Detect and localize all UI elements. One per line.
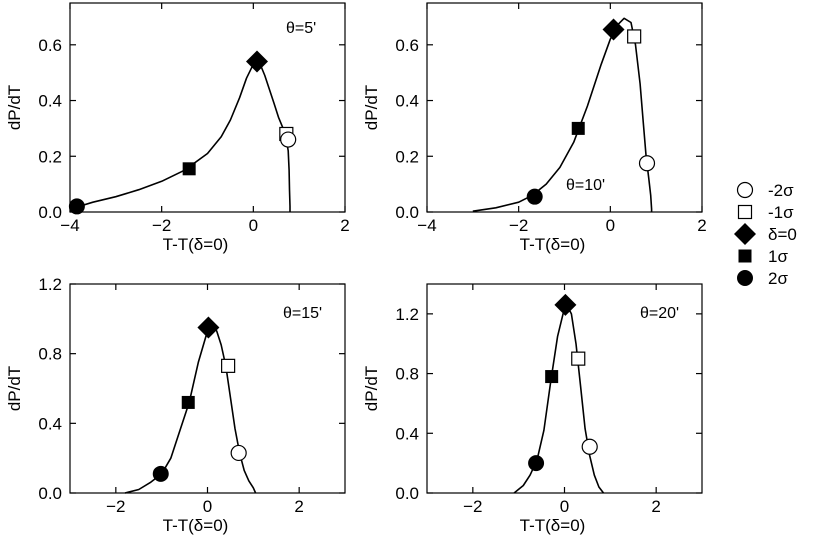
legend-marker-2σ: [737, 270, 753, 286]
x-tick-label: 2: [340, 216, 349, 235]
data-point--1σ: [571, 351, 586, 366]
y-tick-label: 0.6: [38, 36, 62, 55]
x-tick-label: −2: [152, 216, 171, 235]
x-tick-label: 0: [606, 216, 615, 235]
y-axis-title: dP/dT: [362, 85, 381, 130]
distribution-curve: [513, 304, 605, 494]
y-tick-label: 1.2: [38, 275, 62, 294]
x-axis-title: T-T(δ=0): [163, 235, 229, 254]
panel-theta-20: −2 0 2 0.0 0.4 0.8 1.2 T-T(δ=0) dP/dT θ=20': [362, 283, 703, 535]
y-tick-label: 0.4: [38, 92, 62, 111]
x-tick-label: 2: [697, 216, 706, 235]
legend-label: -2σ: [768, 181, 794, 200]
data-point-1σ: [545, 370, 559, 384]
data-point-2σ: [68, 198, 85, 215]
y-tick-label: 0.4: [395, 92, 419, 111]
x-axis-title: T-T(δ=0): [520, 235, 586, 254]
data-point--2σ: [230, 444, 247, 462]
x-tick-label: 0: [203, 497, 212, 516]
data-point--1σ: [221, 358, 236, 373]
legend: -2σ -1σ δ=0 1σ 2σ: [734, 181, 797, 288]
y-tick-label: 0.2: [395, 147, 419, 166]
legend-marker-1σ: [738, 249, 752, 263]
legend-label: δ=0: [768, 225, 797, 244]
panel-label: θ=5': [286, 20, 316, 37]
panel-theta-5: −4 −2 0 2 0.0 0.2 0.4 0.6 T-T(δ=0) dP/dT θ=5': [5, 2, 350, 254]
legend-marker--1σ: [737, 204, 753, 220]
data-point--2σ: [638, 155, 656, 172]
legend-marker--2σ: [736, 181, 754, 199]
x-tick-label: −2: [463, 497, 482, 516]
distribution-curve: [472, 17, 653, 212]
panel-label: θ=10': [566, 177, 605, 194]
panel-theta-10: −4 −2 0 2 0.0 0.2 0.4 0.6 T-T(δ=0) dP/dT θ=10': [362, 2, 707, 254]
data-point--2σ: [581, 438, 598, 455]
data-point-2σ: [528, 455, 545, 472]
y-axis-title: dP/dT: [362, 366, 381, 411]
x-tick-label: 2: [294, 497, 303, 516]
y-tick-label: 0.0: [38, 203, 62, 222]
y-tick-label: 0.8: [395, 365, 419, 384]
data-point-δ=0: [554, 293, 577, 316]
data-point-2σ: [526, 188, 543, 205]
data-point-2σ: [152, 465, 169, 482]
x-tick-label: 0: [560, 497, 569, 516]
y-tick-label: 0.4: [395, 424, 419, 443]
data-point--2σ: [280, 131, 297, 148]
data-point-1σ: [181, 395, 195, 409]
x-tick-label: −2: [106, 497, 125, 516]
y-tick-label: 0.6: [395, 36, 419, 55]
distribution-curve: [69, 60, 291, 212]
x-tick-label: 2: [651, 497, 660, 516]
y-tick-label: 0.0: [395, 203, 419, 222]
y-tick-label: 0.2: [38, 147, 62, 166]
y-tick-label: 0.4: [38, 414, 62, 433]
legend-label: 1σ: [768, 247, 788, 266]
plot-frame: [69, 2, 346, 213]
x-tick-label: 0: [249, 216, 258, 235]
data-point-δ=0: [197, 316, 220, 339]
legend-marker-δ=0: [734, 223, 756, 245]
panel-label: θ=20': [640, 305, 679, 322]
data-point-δ=0: [602, 18, 625, 41]
data-point--1σ: [627, 29, 642, 44]
y-tick-label: 0.0: [38, 484, 62, 503]
x-tick-label: −2: [509, 216, 528, 235]
data-point-1σ: [182, 162, 196, 176]
y-tick-label: 0.8: [38, 345, 62, 364]
panel-theta-15: −2 0 2 0.0 0.4 0.8 1.2 T-T(δ=0) dP/dT θ=15': [5, 275, 346, 535]
y-tick-label: 0.0: [395, 484, 419, 503]
x-tick-label: −4: [417, 216, 436, 235]
distribution-curve: [124, 324, 257, 494]
y-tick-label: 1.2: [395, 305, 419, 324]
legend-label: 2σ: [768, 269, 788, 288]
x-axis-title: T-T(δ=0): [163, 516, 229, 535]
x-tick-label: −4: [60, 216, 79, 235]
y-axis-title: dP/dT: [5, 85, 24, 130]
data-point-δ=0: [246, 50, 268, 73]
plot-frame: [426, 2, 703, 213]
legend-label: -1σ: [768, 203, 794, 222]
panel-label: θ=15': [283, 305, 322, 322]
data-point-1σ: [571, 121, 585, 135]
x-axis-title: T-T(δ=0): [520, 516, 586, 535]
y-axis-title: dP/dT: [5, 366, 24, 411]
